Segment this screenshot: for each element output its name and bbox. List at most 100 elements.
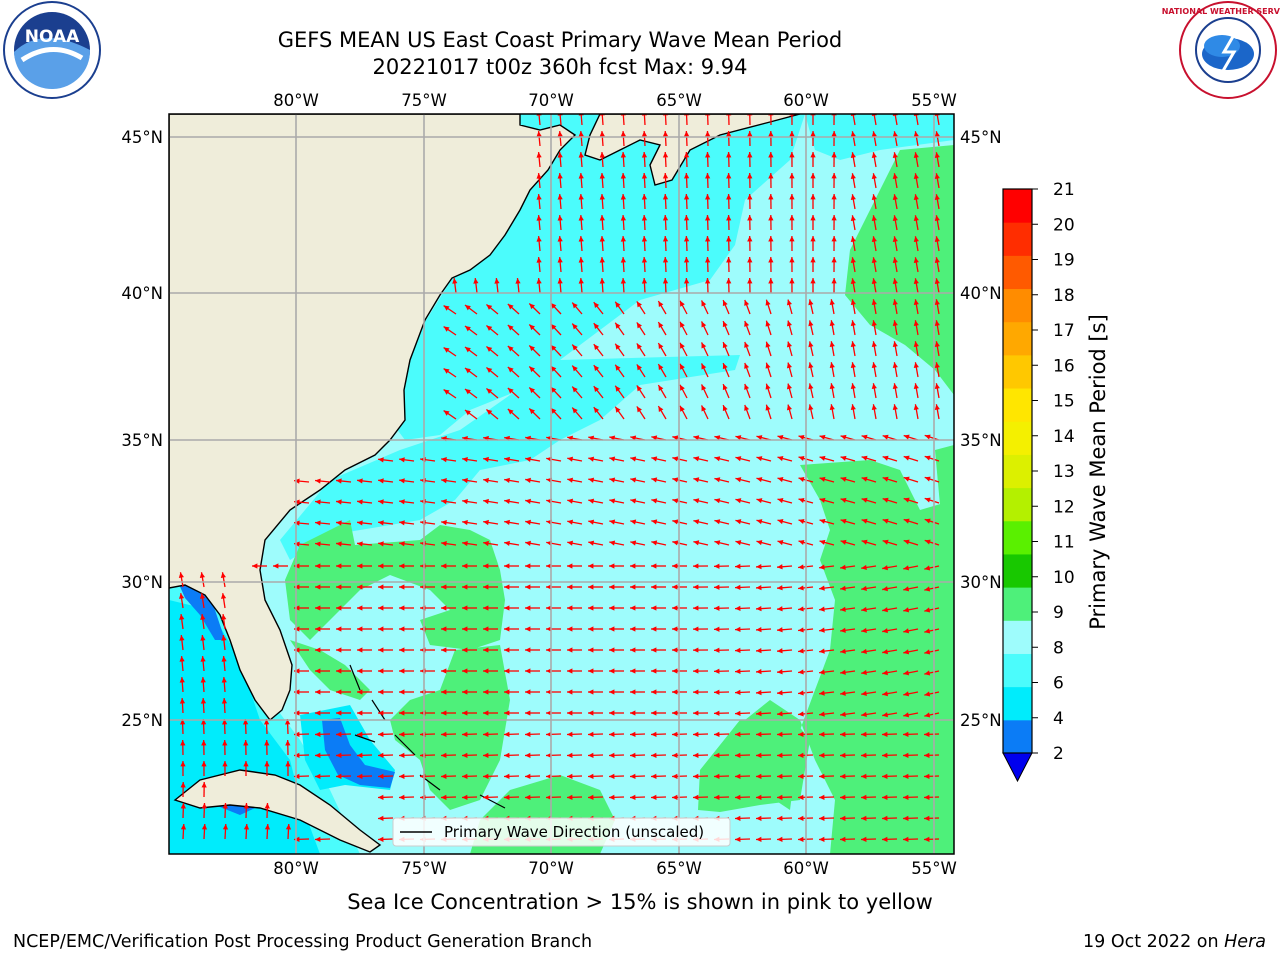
- wave-arrow-head: [871, 404, 877, 411]
- wave-arrow-head: [264, 761, 270, 767]
- wave-arrow-head: [768, 173, 774, 179]
- wave-arrow-head: [572, 323, 578, 330]
- wave-arrow-head: [546, 689, 552, 695]
- wave-arrow-head: [714, 794, 720, 800]
- wave-arrow-head: [620, 194, 626, 200]
- wave-arrow-head: [789, 215, 795, 221]
- lat-label: 35°N: [121, 431, 163, 450]
- wave-arrow-head: [588, 710, 594, 716]
- wave-arrow-head: [861, 455, 868, 461]
- wave-arrow-head: [714, 584, 720, 590]
- wave-arrow-head: [536, 152, 542, 158]
- wave-arrow-head: [550, 303, 557, 309]
- wave-arrow-head: [747, 173, 753, 179]
- wave-arrow-head: [588, 731, 594, 737]
- wave-arrow-head: [378, 563, 384, 569]
- wave-arrow-head: [567, 668, 573, 674]
- wave-arrow-head: [507, 366, 514, 373]
- land-bahamas: [349, 664, 506, 809]
- wave-arrow-head: [567, 773, 573, 779]
- wave-arrow-head: [892, 257, 898, 264]
- wave-arrow-head: [557, 114, 563, 116]
- wave-arrow-head: [861, 690, 867, 697]
- wave-arrow-head: [572, 365, 578, 372]
- wave-arrow-head: [789, 173, 795, 179]
- wave-arrow-head: [756, 563, 762, 570]
- wave-arrow-head: [756, 477, 763, 483]
- wave-arrow-head: [399, 520, 405, 526]
- wave-arrow-head: [747, 131, 753, 137]
- wave-arrow-head: [593, 365, 600, 372]
- wave-arrow-head: [180, 719, 186, 725]
- wave-arrow-head: [808, 341, 814, 348]
- wave-arrow-head: [798, 434, 805, 440]
- lat-lon-grid: [169, 114, 954, 854]
- wave-arrow-head: [441, 689, 447, 695]
- wave-arrow-head: [714, 773, 720, 779]
- wave-arrow-shaft: [873, 114, 877, 126]
- wave-arrow-head: [735, 456, 742, 462]
- wave-arrow-head: [536, 173, 542, 179]
- wave-arrow-head: [829, 320, 835, 327]
- wave-arrow-head: [934, 299, 940, 306]
- wave-arrow-head: [693, 647, 699, 653]
- wave-arrow-head: [588, 456, 595, 462]
- wave-arrow-head: [747, 215, 753, 221]
- wave-arrow-head: [861, 669, 867, 676]
- wave-arrow-head: [777, 498, 784, 504]
- wave-direction-arrows: [178, 114, 940, 842]
- wave-arrow-head: [768, 215, 774, 221]
- wave-arrow-head: [464, 347, 471, 353]
- wave-arrow-head: [924, 628, 931, 634]
- wave-arrow-head: [200, 656, 206, 662]
- wave-arrow-head: [336, 520, 342, 526]
- wave-arrow-head: [672, 605, 678, 611]
- wave-arrow-head: [934, 320, 940, 327]
- wave-arrow-shaft: [706, 114, 709, 126]
- wave-arrow-head: [525, 689, 531, 695]
- wave-arrow-head: [913, 299, 919, 306]
- wave-arrow-head: [777, 773, 783, 779]
- wave-arrow-head: [892, 215, 898, 222]
- wave-arrow-head: [747, 152, 753, 158]
- wave-arrow-head: [903, 670, 910, 676]
- wave-arrow-head: [735, 519, 742, 525]
- wave-arrow-head: [504, 689, 510, 695]
- wave-arrow-head: [315, 668, 321, 674]
- wave-arrow-head: [924, 607, 931, 613]
- wave-arrow-head: [462, 519, 468, 526]
- wave-arrow-head: [588, 498, 595, 504]
- wave-arrow-head: [882, 455, 889, 461]
- lon-label: 55°W: [911, 859, 957, 878]
- wave-arrow-head: [464, 368, 471, 374]
- wave-arrow-head: [285, 824, 292, 830]
- lat-label: 45°N: [121, 128, 163, 147]
- wave-arrow-head: [357, 563, 363, 569]
- wave-arrow-head: [315, 563, 321, 569]
- wave-arrow-head: [658, 301, 664, 308]
- wave-arrow-head: [840, 752, 846, 758]
- wave-arrow-head: [819, 539, 826, 545]
- wave-arrow-head: [871, 257, 877, 264]
- wave-zone-9-10: [698, 715, 810, 812]
- wave-arrow-head: [714, 540, 721, 546]
- wave-arrow-head: [536, 114, 542, 116]
- wave-arrow-head: [934, 257, 940, 264]
- lat-label: 25°N: [960, 711, 1002, 730]
- wave-arrow-head: [786, 299, 792, 306]
- wave-arrow-head: [934, 383, 940, 390]
- wave-arrow-head: [756, 794, 762, 800]
- wave-arrow-shaft: [685, 114, 688, 126]
- wave-zone-9-10: [845, 145, 954, 395]
- wave-arrow-head: [810, 257, 816, 263]
- wave-arrow-head: [615, 406, 621, 413]
- wave-arrow-head: [315, 836, 321, 842]
- wave-arrow-head: [892, 278, 898, 285]
- wave-arrow-head: [871, 299, 877, 306]
- wave-arrow-head: [756, 836, 762, 842]
- wave-arrow-head: [672, 498, 679, 504]
- wave-arrow-head: [777, 815, 783, 821]
- wave-arrow-head: [798, 836, 804, 842]
- map-area: Primary Wave Direction (unscaled): [169, 114, 954, 854]
